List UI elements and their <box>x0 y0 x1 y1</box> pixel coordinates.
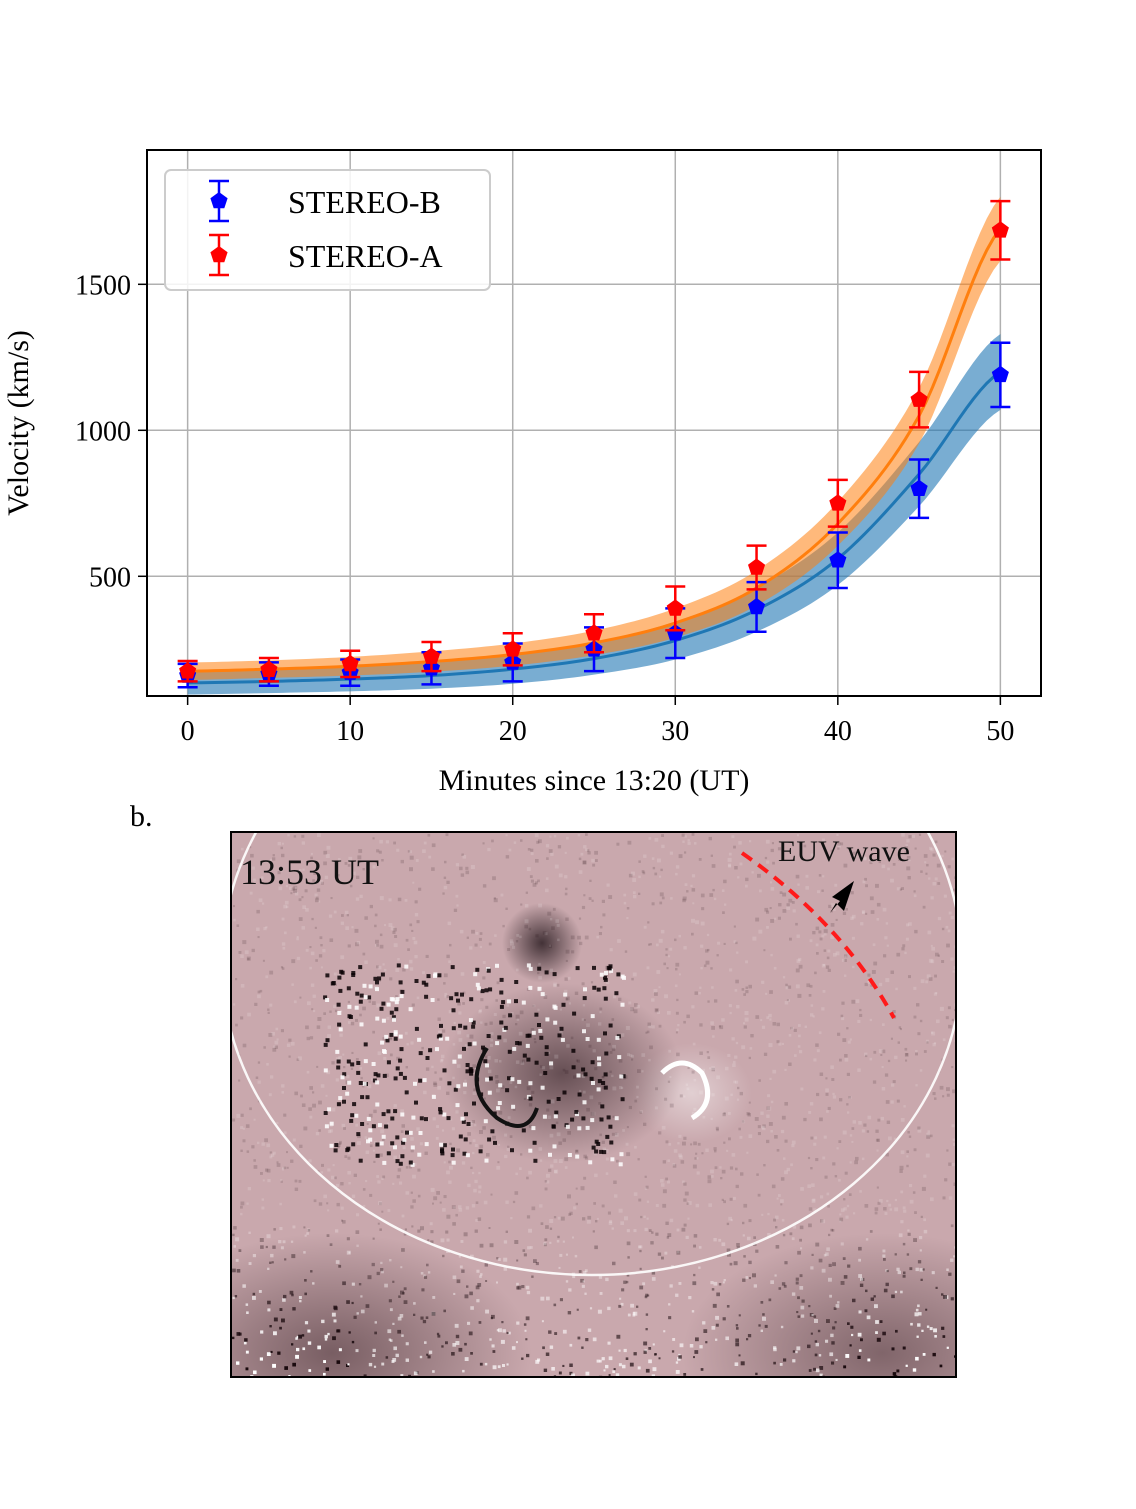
legend: STEREO-B STEREO-A <box>164 169 491 291</box>
stereo-a-data-point <box>260 660 278 677</box>
legend-label-stereo-b: STEREO-B <box>288 184 441 220</box>
euv-difference-image <box>232 833 955 1376</box>
image-noise-texture <box>232 833 955 1376</box>
x-tick-label: 20 <box>499 716 527 747</box>
x-tick-label: 30 <box>661 716 689 747</box>
stereo-a-legend-marker <box>210 246 228 263</box>
euv-wave-annotation: EUV wave <box>778 835 910 868</box>
legend-label-stereo-a: STEREO-A <box>288 238 443 274</box>
stereo-a-data-point <box>504 640 522 657</box>
y-tick-label: 1500 <box>75 270 131 301</box>
legend-box <box>164 169 491 291</box>
axis-ticks: 0 10 20 30 40 50 500 1000 1500 <box>75 270 1014 747</box>
stereo-a-data-point <box>341 654 359 672</box>
stereo-a-data-point <box>422 647 440 664</box>
data-points <box>177 199 1011 689</box>
euv-timestamp: 13:53 UT <box>240 852 379 892</box>
x-tick-label: 40 <box>824 716 852 747</box>
stereo-a-data-point <box>179 662 197 679</box>
post-flare-loops <box>660 1060 711 1121</box>
y-axis-label: Velocity (km/s) <box>2 330 35 516</box>
stereo-b-data-point <box>748 597 766 615</box>
stereo-a-data-point <box>829 494 847 511</box>
stereo-b-data-point <box>666 624 684 641</box>
arrow-icon <box>830 881 854 913</box>
stereo-a-data-point <box>666 599 684 616</box>
x-tick-label: 50 <box>986 716 1014 747</box>
y-tick-label: 500 <box>89 562 131 593</box>
stereo-a-data-point <box>991 221 1009 238</box>
stereo-b-legend-marker <box>210 192 228 209</box>
stereo-b-data-point <box>991 365 1009 383</box>
stereo-a-data-point <box>585 624 603 641</box>
stereo-b-data-point <box>910 479 928 496</box>
stereo-b-data-point <box>829 551 847 568</box>
x-axis-label: Minutes since 13:20 (UT) <box>439 764 750 797</box>
stereo-b-fit-band <box>187 333 1001 695</box>
euv-image-panel: 13:53 UT EUV wave <box>230 831 957 1378</box>
x-tick-label: 10 <box>336 716 364 747</box>
active-region-loops <box>474 1046 539 1128</box>
y-tick-label: 1000 <box>75 416 131 447</box>
x-tick-label: 0 <box>181 716 195 747</box>
plot-frame <box>146 149 1042 697</box>
solar-limb <box>232 833 955 1277</box>
stereo-a-data-point <box>748 558 766 575</box>
panel-b-label: b. <box>130 800 153 833</box>
stereo-a-data-point <box>910 390 928 407</box>
euv-wave-front <box>740 851 896 1019</box>
velocity-chart: 0 10 20 30 40 50 500 1000 1500 Minutes since 13:… <box>2 149 1042 797</box>
stereo-a-fit-line <box>187 227 1002 673</box>
